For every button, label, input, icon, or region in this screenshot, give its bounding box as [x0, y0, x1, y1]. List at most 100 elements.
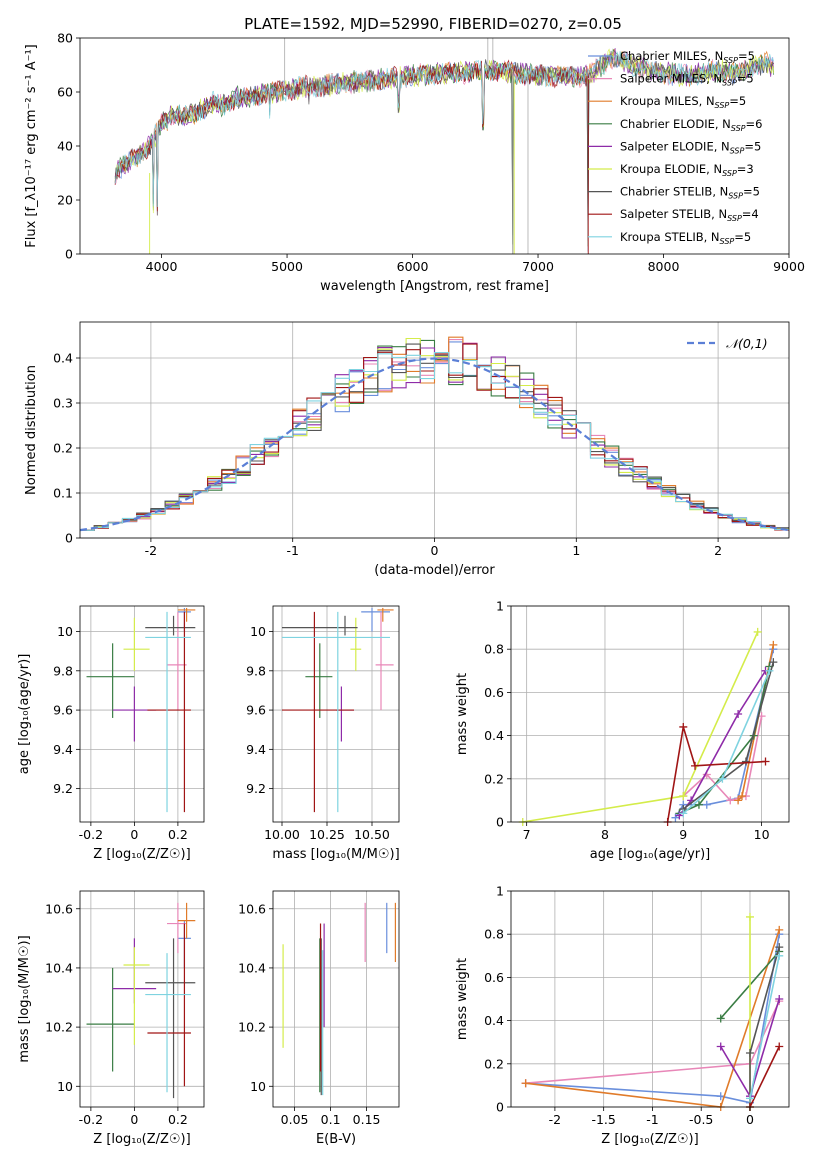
- mass-weight-marker: [734, 710, 743, 718]
- grid-lines: [511, 890, 789, 1108]
- grid-lines: [273, 606, 399, 822]
- weight-vs-metallicity-panel: -2 -1.5 -1 -0.5 0 0 0.2 0.4 0.6 0.8 1 Z [log₁₀(Z/Z☉…: [455, 884, 790, 1147]
- y-axis-label: Normed distribution: [24, 365, 39, 495]
- ticks: 10.00 10.25 10.50 9.2 9.4 9.6 9.8 10: [246, 624, 390, 842]
- mass-weight-marker: [769, 658, 778, 667]
- x-axis-label: Z [log₁₀(Z/Z☉)]: [601, 1132, 698, 1147]
- ticks: -2 -1.5 -1 -0.5 0 0 0.2 0.4 0.6 0.8 1: [484, 884, 754, 1128]
- x-tick-label: 2: [714, 543, 722, 558]
- y-tick-label: 0.2: [484, 771, 504, 786]
- plot-content: [86, 607, 196, 813]
- x-tick-label: 6000: [397, 259, 429, 274]
- y-tick-label: 0.1: [53, 486, 73, 501]
- x-tick-label: 0: [130, 827, 138, 842]
- y-tick-label: 10: [250, 1079, 266, 1094]
- y-tick-label: 0.4: [484, 1013, 504, 1028]
- mass-weight-marker: [775, 995, 784, 1003]
- legend-label: Kroupa ELODIE, NSSP=3: [620, 162, 754, 178]
- spectrum-legend: Chabrier MILES, NSSP=5 Salpeter MILES, NS…: [588, 49, 762, 246]
- x-axis-label: E(B-V): [316, 1132, 356, 1147]
- mass-weight-line: [749, 1046, 780, 1108]
- x-tick-label: 0: [431, 543, 439, 558]
- y-tick-label: 9.8: [246, 663, 266, 678]
- axes-frame: [510, 605, 790, 823]
- plot-content: [79, 336, 790, 532]
- plot-content: [114, 38, 775, 254]
- mass-weight-line: [749, 955, 780, 1099]
- y-tick-label: 10.6: [238, 901, 266, 916]
- x-tick-label: 0.15: [353, 1112, 381, 1127]
- y-tick-label: 10: [57, 624, 73, 639]
- mass-weight-marker: [679, 722, 688, 731]
- mass-weight-marker: [734, 796, 743, 805]
- grid-lines: [80, 606, 204, 822]
- x-tick-label: 0: [130, 1112, 138, 1127]
- y-tick-label: 0: [496, 815, 504, 830]
- normal-reference-curve: [79, 357, 790, 532]
- x-tick-label: -2: [145, 543, 157, 558]
- y-tick-label: 20: [57, 193, 73, 208]
- x-axis-label: wavelength [Angstrom, rest frame]: [320, 279, 549, 294]
- y-tick-label: 10.4: [238, 960, 266, 975]
- y-tick-label: 9.8: [53, 663, 73, 678]
- age-vs-metallicity-panel: -0.2 0 0.2 9.2 9.4 9.6 9.8 10 Z [log₁₀(Z/Z☉)] age…: [17, 605, 205, 862]
- y-tick-label: 0.6: [484, 685, 504, 700]
- ticks: 0.05 0.1 0.15 10 10.2 10.4 10.6: [238, 901, 380, 1127]
- x-tick-label: -0.2: [79, 1112, 103, 1127]
- y-tick-label: 10.2: [238, 1020, 266, 1035]
- axes-frame: [272, 605, 400, 823]
- y-axis-label: mass [log₁₀(M/M☉)]: [17, 935, 32, 1062]
- legend-label: Salpeter ELODIE, NSSP=5: [620, 139, 761, 155]
- x-tick-label: 5000: [271, 259, 303, 274]
- x-tick-label: -1: [646, 1112, 658, 1127]
- x-axis-label: (data-model)/error: [374, 563, 495, 578]
- x-axis-label: mass [log₁₀(M/M☉)]: [272, 847, 399, 862]
- axes-frame: [79, 605, 205, 823]
- mass-weight-marker: [745, 1094, 754, 1103]
- y-tick-label: 1: [496, 599, 504, 614]
- y-tick-label: 0.2: [484, 1056, 504, 1071]
- spectrum-line: [114, 50, 775, 208]
- mass-weight-marker: [521, 1079, 530, 1088]
- x-axis-label: Z [log₁₀(Z/Z☉)]: [93, 847, 190, 862]
- mass-weight-marker: [738, 792, 747, 801]
- mass-weight-marker: [769, 640, 778, 649]
- axes-frame: [272, 890, 400, 1108]
- x-axis-label: age [log₁₀(age/yr)]: [590, 847, 711, 862]
- mass-weight-line: [522, 631, 759, 823]
- figure-title: PLATE=1592, MJD=52990, FIBERID=0270, z=0…: [244, 15, 622, 33]
- y-tick-label: 9.2: [53, 781, 73, 796]
- x-tick-label: 8000: [648, 259, 680, 274]
- mass-weight-marker: [741, 757, 750, 766]
- axes-frame: [79, 37, 790, 255]
- y-tick-label: 10: [57, 1079, 73, 1094]
- y-tick-label: 0: [65, 247, 73, 262]
- mass-weight-marker: [775, 943, 784, 952]
- y-tick-label: 10: [250, 624, 266, 639]
- x-tick-label: 4000: [146, 259, 178, 274]
- plot-content: [518, 627, 778, 826]
- y-tick-label: 9.6: [246, 703, 266, 718]
- mass-weight-marker: [702, 800, 711, 809]
- y-tick-label: 0.4: [53, 351, 73, 366]
- ticks: -0.2 0 0.2 10 10.2 10.4 10.6: [45, 901, 188, 1127]
- y-axis-label: Flux [f_λ10⁻¹⁷ erg cm⁻² s⁻¹ A⁻¹]: [24, 44, 39, 248]
- y-tick-label: 0.3: [53, 396, 73, 411]
- mass-weight-marker: [775, 1042, 784, 1051]
- y-tick-label: 40: [57, 139, 73, 154]
- y-tick-label: 0.2: [53, 441, 73, 456]
- mass-weight-marker: [718, 774, 727, 783]
- y-tick-label: 10.4: [45, 960, 73, 975]
- x-tick-label: -0.5: [689, 1112, 713, 1127]
- y-tick-label: 9.4: [246, 742, 266, 757]
- mass-weight-marker: [679, 792, 688, 801]
- mass-weight-line: [666, 726, 766, 823]
- legend-label: Chabrier MILES, NSSP=5: [620, 49, 755, 65]
- plot-content: [282, 902, 396, 1096]
- y-tick-label: 0.6: [484, 970, 504, 985]
- mass-vs-metallicity-panel: -0.2 0 0.2 10 10.2 10.4 10.6 Z [log₁₀(Z/Z☉)] mas…: [17, 890, 205, 1147]
- mass-vs-ebv-panel: 0.05 0.1 0.15 10 10.2 10.4 10.6 E(B-V): [238, 890, 400, 1147]
- grid-lines: [273, 891, 399, 1107]
- y-tick-label: 10.6: [45, 901, 73, 916]
